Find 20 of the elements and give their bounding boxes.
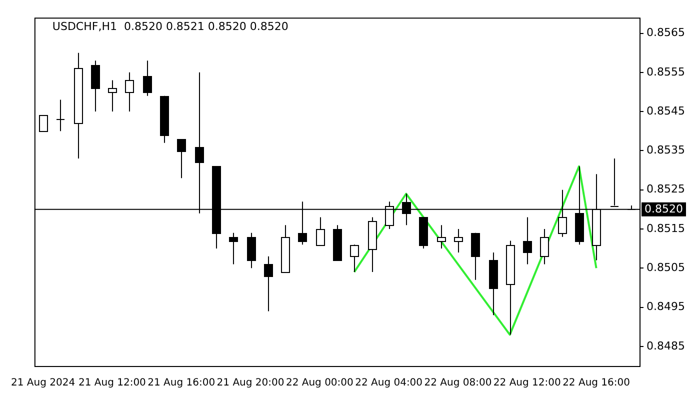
x-tick-label: 21 Aug 12:00: [78, 378, 146, 389]
y-tick-label: 0.8565: [646, 26, 686, 40]
y-tick-label: 0.8525: [646, 182, 686, 196]
x-tick-label: 21 Aug 2024: [11, 378, 76, 389]
y-tick-label: 0.8535: [646, 144, 686, 157]
ref-line-label: 0.8520: [644, 202, 684, 216]
y-tick-label: 0.8495: [646, 300, 686, 314]
x-tick-label: 22 Aug 12:00: [493, 378, 561, 389]
y-tick-label: 0.8485: [646, 339, 686, 352]
y-tick-label: 0.8555: [646, 65, 686, 78]
x-tick-label: 21 Aug 16:00: [148, 378, 216, 389]
y-tick-label: 0.8515: [646, 222, 686, 235]
y-tick-label: 0.8505: [646, 260, 686, 274]
x-tick-label: 22 Aug 00:00: [286, 378, 354, 389]
x-tick-label: 22 Aug 16:00: [562, 378, 630, 389]
chart-title: USDCHF,H1 0.8520 0.8521 0.8520 0.8520: [52, 20, 288, 33]
x-tick-label: 22 Aug 08:00: [424, 378, 492, 389]
x-tick-label: 22 Aug 04:00: [355, 378, 423, 389]
x-tick-label: 21 Aug 20:00: [216, 378, 284, 389]
y-tick-label: 0.8545: [646, 104, 686, 118]
